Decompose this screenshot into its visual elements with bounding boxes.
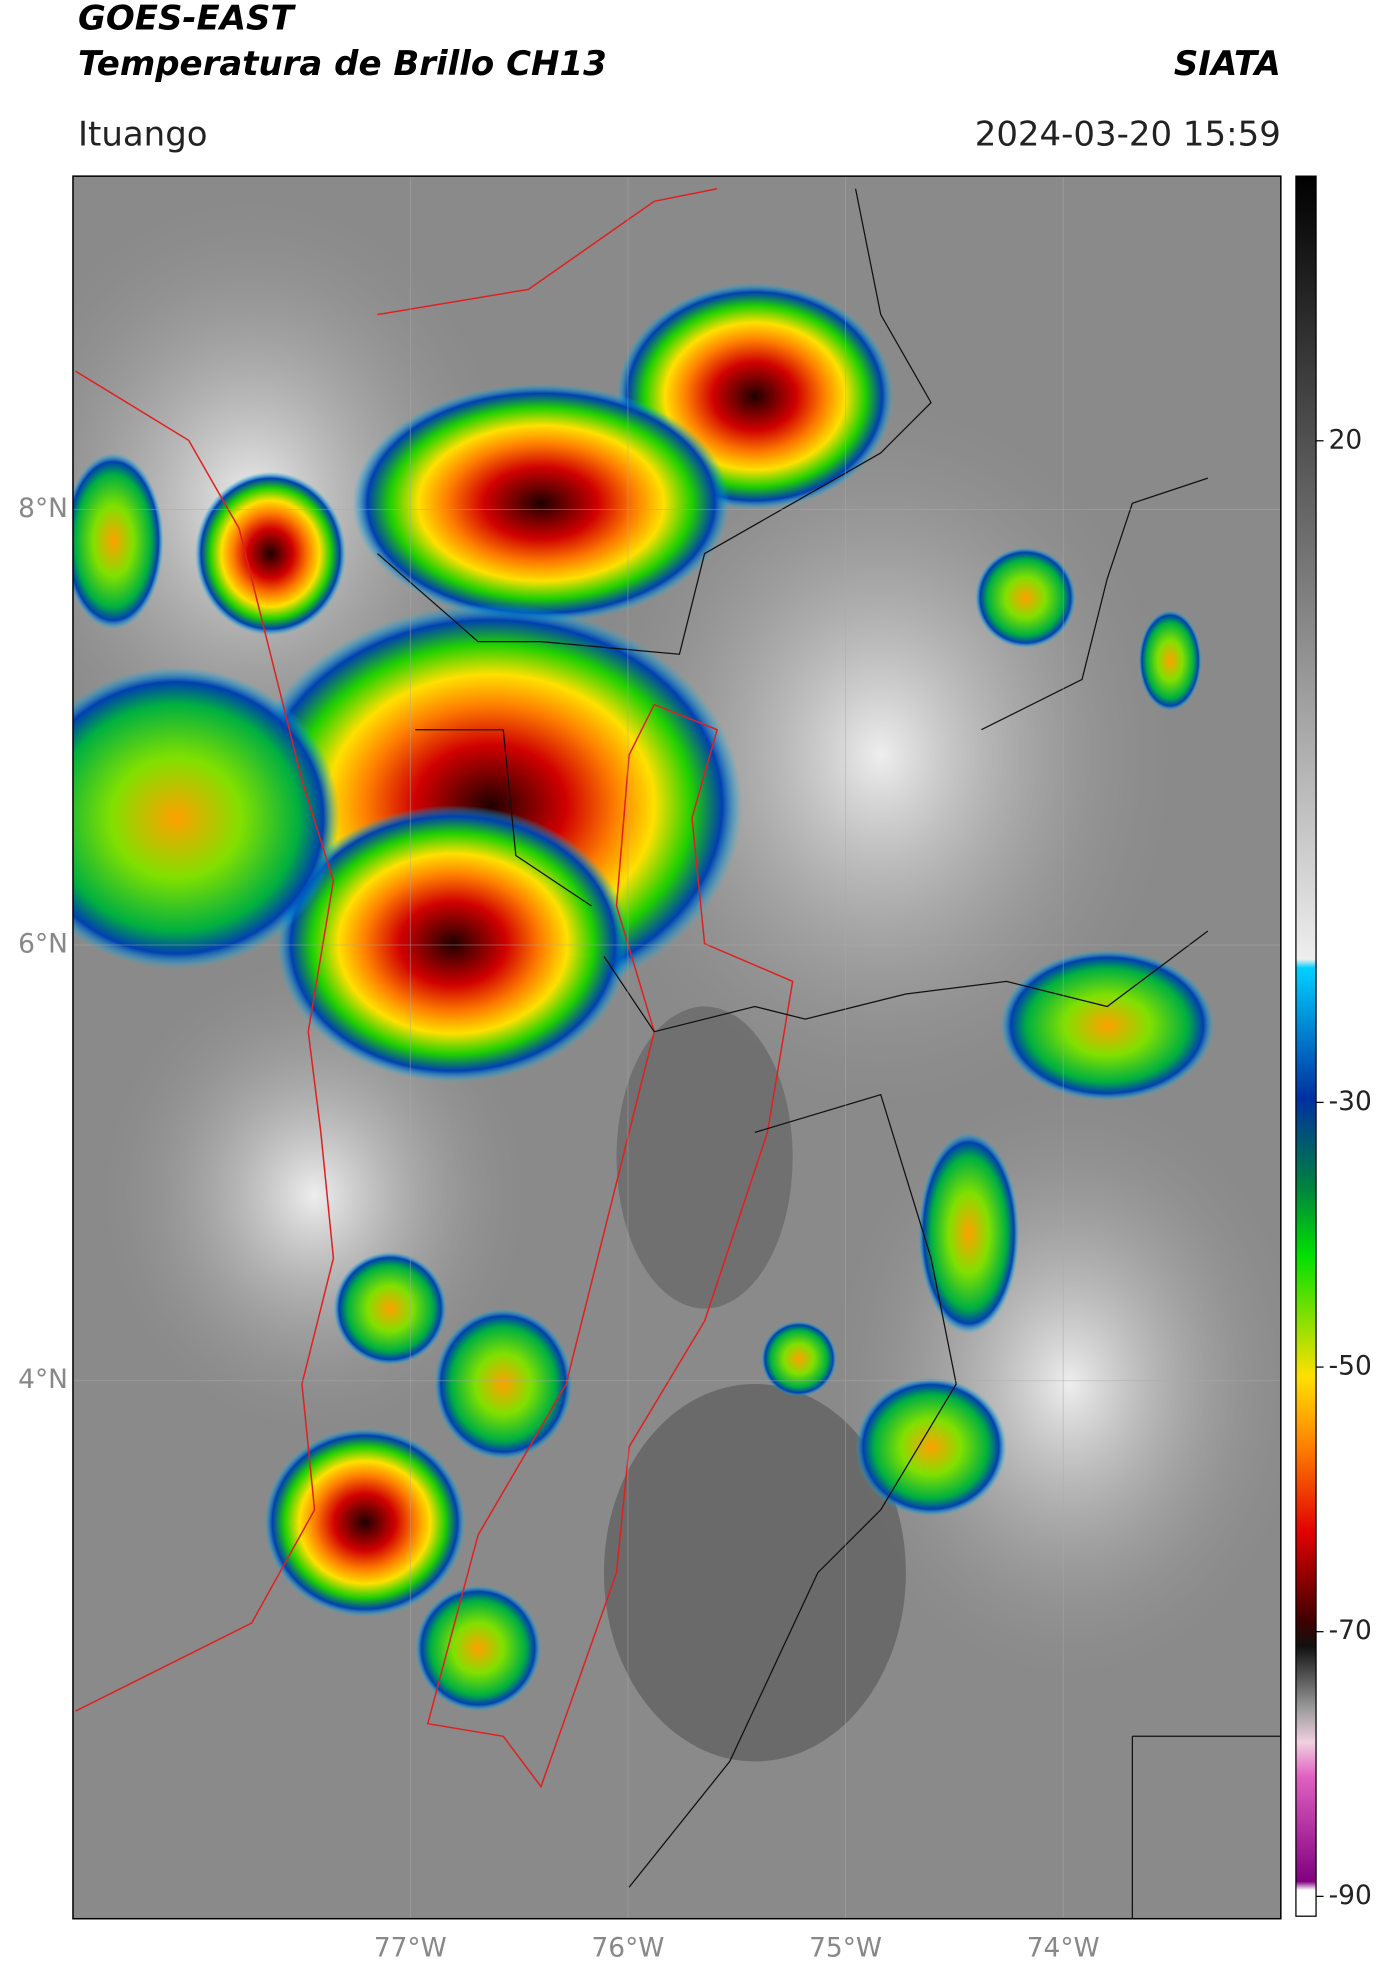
lat-tick-label: 4°N [18,1364,68,1395]
source: SIATA [1174,44,1281,84]
colorbar-tick-label: -70 [1329,1615,1372,1646]
grid [72,176,1281,1919]
lon-tick-label: 75°W [809,1932,882,1963]
colorbar-tick-label: -30 [1329,1086,1372,1117]
colorbar-tick-label: 20 [1329,424,1363,455]
map-frame [72,175,1282,1920]
colorbar-tick-label: -50 [1329,1351,1372,1382]
map-image [72,176,1281,1919]
lon-tick-label: 77°W [374,1932,447,1963]
datetime: 2024-03-20 15:59 [975,114,1281,154]
lat-tick-label: 6°N [18,929,68,960]
colorbar-tick-label: -90 [1329,1880,1372,1911]
ticks: 77°W 76°W 75°W 74°W 8°N 6°N 4°N 20 -30 -50 -70 -90 [18,424,1372,1963]
lon-tick-label: 74°W [1027,1932,1100,1963]
region: Ituango [78,114,208,154]
lon-tick-label: 76°W [591,1932,664,1963]
colorbar [1295,175,1317,1917]
title: GOES-EAST [78,0,296,39]
subtitle: Temperatura de Brillo CH13 [78,44,607,84]
lat-tick-label: 8°N [18,493,68,524]
